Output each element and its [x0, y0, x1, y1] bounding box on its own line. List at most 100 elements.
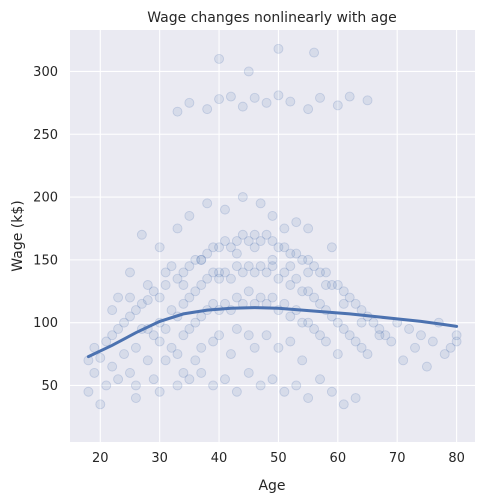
scatter-point [142, 295, 153, 306]
scatter-point [315, 298, 325, 309]
scatter-point [273, 43, 284, 54]
scatter-point [309, 261, 320, 272]
scatter-point [113, 292, 124, 303]
scatter-point [119, 349, 129, 360]
scatter-point [398, 355, 409, 366]
scatter-point [255, 292, 266, 303]
scatter-point [142, 280, 153, 290]
scatter-point [172, 273, 183, 284]
y-tick-label: 200 [33, 191, 58, 206]
scatter-point [220, 267, 230, 278]
scatter-point [297, 355, 308, 366]
scatter-point [142, 355, 153, 366]
scatter-point [315, 267, 325, 278]
scatter-point [332, 349, 343, 360]
scatter-point [368, 317, 379, 328]
scatter-point [231, 236, 242, 246]
scatter-point [267, 236, 278, 246]
scatter-point [273, 90, 284, 101]
scatter-point [154, 336, 165, 347]
scatter-point [255, 236, 266, 246]
scatter-point [285, 261, 296, 272]
scatter-point [166, 261, 177, 272]
scatter-point [130, 393, 141, 403]
scatter-point [427, 336, 438, 347]
scatter-point [95, 399, 106, 410]
scatter-point [243, 66, 254, 77]
scatter-point [362, 95, 373, 106]
scatter-point [237, 267, 248, 278]
scatter-point [273, 273, 284, 284]
scatter-point [249, 267, 260, 278]
scatter-point [130, 342, 141, 353]
scatter-point [320, 267, 331, 278]
scatter-point [184, 374, 195, 385]
scatter-point [119, 317, 129, 328]
scatter-point [315, 374, 325, 385]
scatter-point [107, 361, 118, 372]
scatter-point [309, 292, 320, 303]
scatter-point [243, 330, 254, 341]
scatter-point [231, 261, 242, 272]
scatter-point [160, 267, 171, 278]
scatter-point [255, 198, 266, 209]
x-tick-label: 40 [211, 451, 228, 466]
scatter-point [332, 100, 343, 111]
scatter-point [273, 242, 284, 253]
scatter-point [220, 374, 230, 385]
scatter-point [421, 361, 432, 372]
scatter-point [362, 349, 373, 360]
scatter-point [190, 286, 201, 297]
scatter-point [320, 280, 331, 290]
scatter-point [291, 273, 302, 284]
scatter-point [231, 324, 242, 334]
scatter-point [451, 336, 462, 347]
scatter-point [243, 367, 254, 378]
scatter-point [225, 273, 236, 284]
scatter-point [279, 242, 290, 253]
grid-layer [70, 30, 475, 442]
scatter-point [279, 223, 290, 234]
x-tick-label: 60 [330, 451, 347, 466]
scatter-point [154, 386, 165, 397]
scatter-point [386, 336, 397, 347]
scatter-point [107, 305, 118, 316]
scatter-point [184, 97, 195, 108]
x-tick-label: 20 [92, 451, 109, 466]
scatter-point [166, 342, 177, 353]
scatter-point [255, 380, 266, 391]
fit-line [86, 306, 459, 359]
scatter-point [202, 273, 213, 284]
y-tick-label: 100 [33, 316, 58, 331]
scatter-point [315, 92, 325, 103]
scatter-point [190, 317, 201, 328]
scatter-point [101, 336, 112, 347]
scatter-point [309, 47, 320, 58]
scatter-point [285, 248, 296, 259]
scatter-point [172, 380, 183, 391]
scatter-point [208, 380, 219, 391]
scatter-point [404, 324, 415, 334]
scatter-point [303, 104, 314, 115]
scatter-point [148, 286, 159, 297]
scatter-point [172, 106, 183, 117]
scatter-point [214, 242, 225, 253]
scatter-point [350, 393, 361, 403]
scatter-point [303, 286, 314, 297]
y-tick-label: 250 [33, 128, 58, 143]
scatter-point [178, 267, 189, 278]
scatter-point [326, 280, 337, 290]
x-tick-label: 70 [389, 451, 406, 466]
y-tick-label: 300 [33, 65, 58, 80]
scatter-point [261, 97, 272, 108]
scatter-point [184, 292, 195, 303]
scatter-point [243, 286, 254, 297]
scatter-point [303, 393, 314, 403]
scatter-point [160, 280, 171, 290]
scatter-point [113, 324, 124, 334]
scatter-point [267, 374, 278, 385]
scatter-point [172, 223, 183, 234]
x-tick-label: 80 [448, 451, 465, 466]
scatter-point [451, 330, 462, 341]
